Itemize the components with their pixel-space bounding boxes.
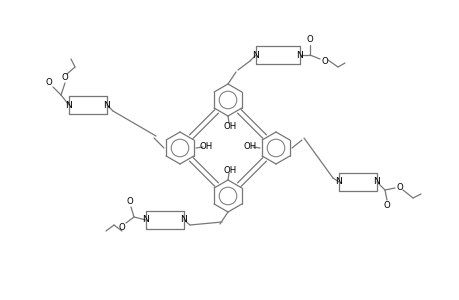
Text: OH: OH [243, 142, 256, 151]
Text: O: O [62, 73, 68, 82]
Text: N: N [103, 100, 110, 109]
Text: OH: OH [223, 166, 236, 175]
Text: O: O [126, 197, 133, 206]
Text: OH: OH [199, 142, 212, 151]
Text: O: O [321, 56, 328, 65]
Text: N: N [373, 178, 380, 187]
Text: N: N [296, 50, 303, 59]
Text: N: N [66, 100, 72, 109]
Text: O: O [383, 202, 390, 211]
Text: O: O [45, 77, 52, 86]
Text: O: O [306, 34, 313, 43]
Text: N: N [142, 215, 149, 224]
Text: O: O [118, 223, 125, 232]
Text: N: N [180, 215, 187, 224]
Text: O: O [396, 184, 403, 193]
Text: N: N [252, 50, 259, 59]
Text: N: N [335, 178, 341, 187]
Text: OH: OH [223, 122, 236, 130]
